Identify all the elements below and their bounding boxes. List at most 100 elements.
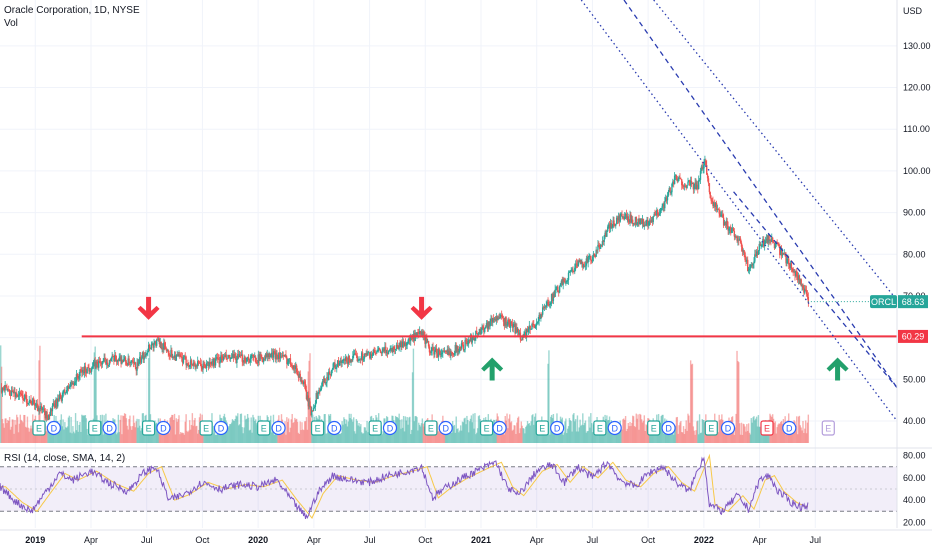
- candle-body: [540, 314, 542, 319]
- earnings-marker[interactable]: E: [141, 420, 156, 436]
- volume-bar: [476, 432, 478, 443]
- dividend-marker[interactable]: D: [782, 420, 797, 436]
- candle-body: [774, 242, 777, 249]
- volume-bar: [591, 423, 593, 443]
- volume-bar: [237, 413, 239, 443]
- volume-bar: [140, 428, 143, 443]
- earnings-marker[interactable]: E: [310, 420, 325, 436]
- dividend-marker[interactable]: D: [438, 420, 453, 436]
- volume-bar: [601, 432, 604, 443]
- dividend-marker[interactable]: D: [550, 420, 565, 436]
- volume-bar: [410, 434, 412, 443]
- dividend-marker[interactable]: D: [271, 420, 286, 436]
- candle-body: [713, 202, 715, 206]
- volume-bar: [30, 425, 32, 443]
- candle-body: [186, 363, 188, 366]
- earnings-marker[interactable]: E: [647, 420, 661, 436]
- dividend-marker[interactable]: D: [102, 420, 117, 436]
- volume-bar: [287, 418, 290, 443]
- volume-bar: [584, 420, 587, 443]
- candle-body: [331, 369, 334, 371]
- volume-bar: [18, 423, 21, 443]
- volume-bar: [165, 429, 168, 443]
- dividend-marker[interactable]: D: [720, 420, 736, 436]
- earnings-marker[interactable]: E: [760, 420, 774, 436]
- candle-body: [146, 352, 148, 355]
- candle-body: [722, 214, 724, 218]
- candle-body: [492, 318, 494, 323]
- candle-body: [294, 365, 296, 370]
- volume-bar: [254, 419, 257, 443]
- candle-body: [61, 396, 63, 401]
- candle-body: [662, 204, 664, 207]
- volume-bar: [671, 428, 673, 443]
- volume-bar: [582, 425, 585, 443]
- candle-body: [796, 276, 799, 281]
- candle-body: [574, 267, 576, 272]
- volume-bar: [382, 431, 384, 443]
- volume-bar: [539, 428, 541, 443]
- candle-body: [326, 376, 328, 383]
- volume-bar: [195, 426, 197, 443]
- candle-body: [90, 370, 92, 372]
- dividend-marker[interactable]: D: [156, 420, 171, 436]
- candle-body: [254, 356, 257, 363]
- dividend-marker[interactable]: D: [492, 420, 507, 436]
- earnings-marker[interactable]: E: [479, 420, 494, 436]
- volume-bar: [200, 431, 202, 443]
- volume-bar: [545, 429, 547, 443]
- candle-body: [759, 243, 761, 246]
- candle-body: [377, 349, 379, 352]
- candle-body: [180, 356, 182, 358]
- candle-body: [649, 220, 652, 223]
- dividend-marker[interactable]: D: [46, 420, 61, 436]
- volume-bar: [465, 424, 467, 443]
- volume-bar: [239, 413, 242, 443]
- candle-body: [348, 355, 350, 362]
- candle-body: [231, 353, 234, 358]
- earnings-marker[interactable]: E: [32, 420, 46, 436]
- candle-body: [804, 289, 807, 291]
- candle-body: [233, 353, 235, 359]
- candle-body: [112, 355, 114, 357]
- volume-bar: [279, 431, 281, 443]
- candle-body: [23, 399, 25, 401]
- earnings-marker[interactable]: E: [88, 420, 102, 436]
- candle-body: [19, 392, 22, 394]
- candle-body: [52, 403, 54, 406]
- candle-body: [468, 339, 471, 342]
- volume-bar: [133, 422, 136, 443]
- volume-bar: [418, 422, 420, 443]
- volume-bar: [686, 430, 688, 443]
- dividend-marker[interactable]: D: [213, 420, 229, 436]
- earnings-marker[interactable]: E: [257, 420, 271, 436]
- candle-body: [432, 347, 434, 351]
- candle-body: [68, 387, 71, 389]
- volume-bar: [789, 434, 792, 443]
- volume-bar: [807, 414, 810, 443]
- dividend-marker[interactable]: D: [382, 420, 398, 436]
- candle-body: [566, 280, 568, 282]
- candle-body: [109, 359, 112, 362]
- earnings-marker[interactable]: E: [821, 420, 835, 436]
- candle-body: [70, 382, 72, 387]
- candle-body: [362, 358, 365, 361]
- rsi-band-fill: [0, 466, 897, 512]
- volume-bar: [682, 426, 685, 443]
- volume-bar: [293, 422, 295, 443]
- earnings-marker[interactable]: E: [593, 420, 607, 436]
- earnings-marker[interactable]: E: [535, 420, 549, 436]
- earnings-marker[interactable]: E: [199, 420, 213, 436]
- dividend-marker[interactable]: D: [327, 420, 342, 436]
- earnings-marker[interactable]: E: [424, 420, 438, 436]
- candle-body: [480, 329, 482, 335]
- candle-body: [632, 219, 634, 224]
- candle-body: [50, 408, 53, 412]
- earnings-marker[interactable]: E: [368, 420, 382, 436]
- candle-body: [66, 385, 69, 391]
- dividend-marker[interactable]: D: [661, 420, 676, 436]
- earnings-marker[interactable]: E: [704, 420, 718, 436]
- dividend-marker[interactable]: D: [607, 420, 622, 436]
- dividend-marker-circle: [46, 420, 61, 436]
